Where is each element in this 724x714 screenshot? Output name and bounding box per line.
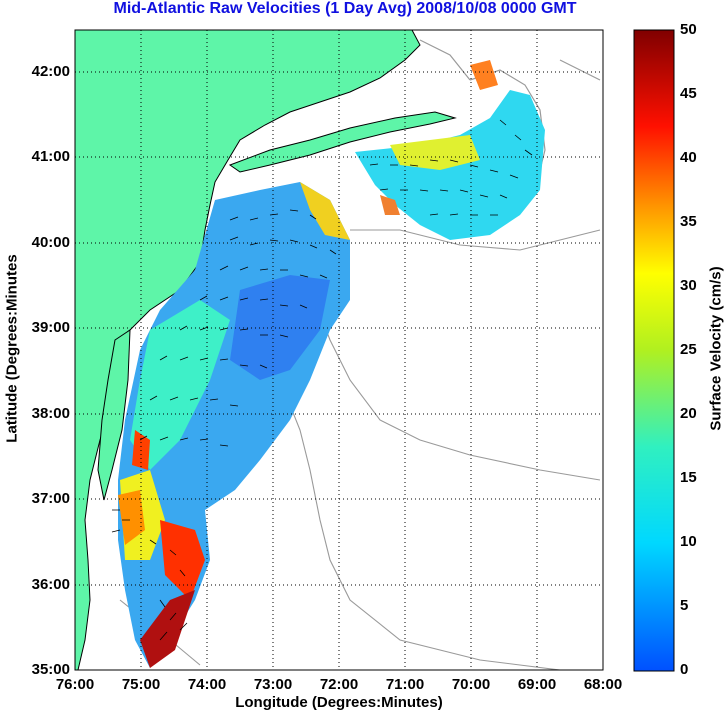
colorbar-tick: 15 — [680, 469, 697, 486]
x-axis-label: Longitude (Degrees:Minutes) — [235, 694, 443, 711]
velocity-field — [118, 60, 545, 668]
grid-lines — [75, 30, 603, 670]
colorbar-tick: 20 — [680, 405, 697, 422]
colorbar-label: Surface Velocity (cm/s) — [707, 266, 724, 431]
delmarva — [97, 329, 131, 501]
x-tick-label: 76:00 — [55, 676, 95, 693]
y-tick-label: 40:00 — [31, 234, 70, 251]
y-tick-label: 36:00 — [31, 576, 70, 593]
x-tick-label: 68:00 — [583, 676, 623, 693]
colorbar-tick: 50 — [680, 21, 697, 38]
colorbar-tick: 35 — [680, 213, 697, 230]
y-tick-label: 37:00 — [31, 490, 70, 507]
colorbar-tick: 5 — [680, 597, 689, 614]
colorbar-tick: 45 — [680, 85, 697, 102]
bathymetry-contours — [119, 224, 601, 670]
colorbar-tick: 10 — [680, 533, 697, 550]
y-tick-label: 35:00 — [31, 661, 70, 678]
x-tick-label: 75:00 — [121, 676, 161, 693]
map-title: Mid-Atlantic Raw Velocities (1 Day Avg) … — [113, 0, 577, 17]
x-tick-label: 72:00 — [319, 676, 359, 693]
plot-frame — [74, 29, 604, 671]
colorbar-tick: 30 — [680, 277, 697, 294]
long-island — [228, 111, 457, 173]
x-tick-label: 69:00 — [517, 676, 557, 693]
y-axis-label: Latitude (Degrees:Minutes — [3, 254, 21, 443]
x-tick-label: 73:00 — [253, 676, 293, 693]
colorbar-tick: 0 — [680, 661, 689, 678]
y-tick-label: 41:00 — [31, 148, 70, 165]
y-tick-label: 38:00 — [31, 405, 70, 422]
x-tick-label: 74:00 — [187, 676, 227, 693]
velocity-vectors — [111, 119, 533, 641]
y-tick-label: 39:00 — [31, 319, 70, 336]
y-tick-label: 42:00 — [31, 63, 70, 80]
colorbar — [633, 29, 675, 672]
x-tick-label: 71:00 — [385, 676, 425, 693]
colorbar-tick: 40 — [680, 149, 697, 166]
colorbar-tick: 25 — [680, 341, 697, 358]
x-tick-label: 70:00 — [451, 676, 491, 693]
